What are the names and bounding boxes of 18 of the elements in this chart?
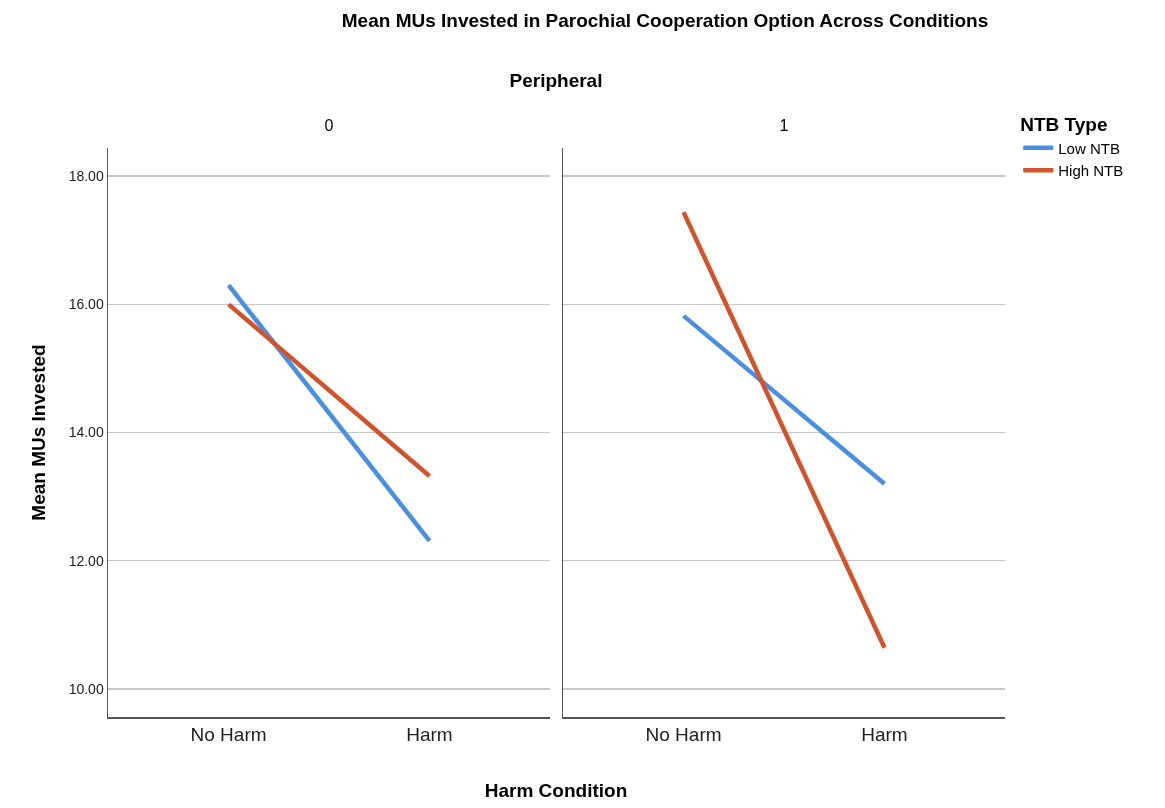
y-tick-label: 10.00 xyxy=(68,680,104,697)
legend-label: Low NTB xyxy=(1058,139,1120,157)
x-tick-label: Harm xyxy=(861,724,908,746)
x-axis-title: Harm Condition xyxy=(484,780,628,802)
y-axis-title: Mean MUs Invested xyxy=(27,344,49,521)
x-tick-label: Harm xyxy=(406,724,453,746)
y-tick-label: 18.00 xyxy=(68,168,104,185)
chart-title: 0 xyxy=(324,117,334,135)
text: Mean MUs Invested in Parochial Cooperation Option Across Conditions xyxy=(341,10,989,32)
chart-title: 1 xyxy=(779,117,789,135)
x-tick-label: No Harm xyxy=(190,724,267,746)
y-tick-label: 12.00 xyxy=(68,552,104,569)
legend-label: High NTB xyxy=(1058,162,1124,180)
y-tick-label: 14.00 xyxy=(68,424,104,441)
x-tick-label: No Harm xyxy=(645,724,722,746)
text: Peripheral xyxy=(509,70,603,92)
legend-title: NTB Type xyxy=(1020,114,1108,136)
y-tick-label: 16.00 xyxy=(68,296,104,313)
